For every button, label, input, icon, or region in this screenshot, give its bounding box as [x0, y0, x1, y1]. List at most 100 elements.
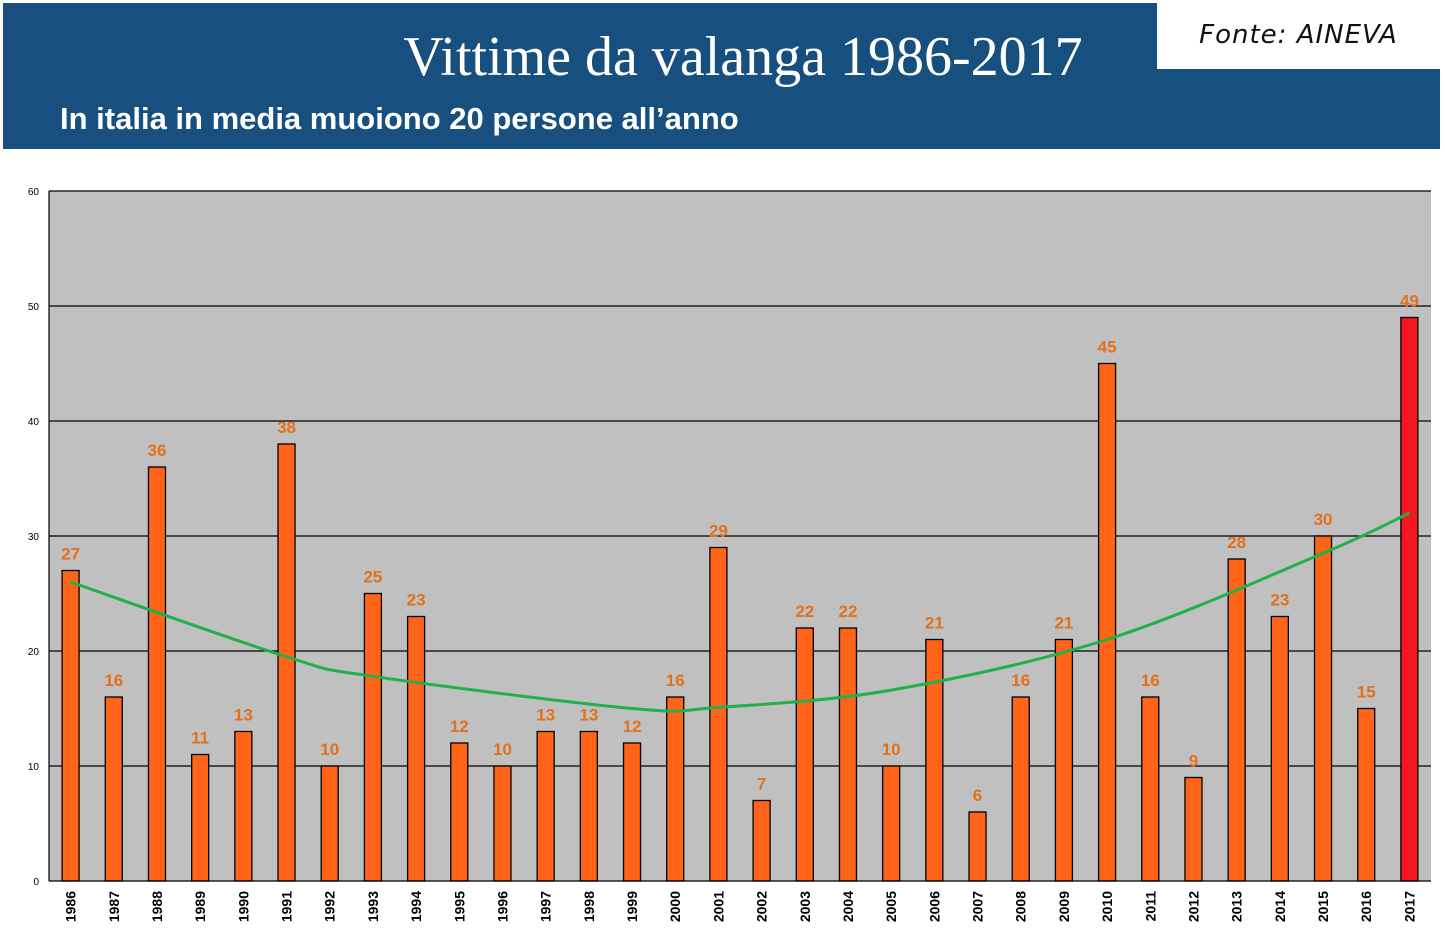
data-label-1991: 38	[277, 418, 296, 437]
y-tick-label: 10	[28, 762, 40, 773]
data-label-2000: 16	[666, 671, 685, 690]
data-label-2011: 16	[1141, 671, 1160, 690]
bar-2001	[709, 546, 728, 882]
bar-2010	[1097, 362, 1117, 882]
bar-1998	[579, 730, 598, 882]
data-label-2009: 21	[1054, 614, 1073, 633]
data-label-1997: 13	[536, 706, 555, 725]
bar-2014	[1270, 615, 1289, 882]
x-tick-label-2004: 2004	[840, 891, 856, 922]
data-label-1992: 10	[320, 740, 339, 759]
data-label-2008: 16	[1011, 671, 1030, 690]
bar-1995	[450, 742, 469, 882]
x-tick-label-1986: 1986	[63, 891, 79, 922]
bar-2016	[1357, 707, 1376, 882]
x-tick-label-1997: 1997	[538, 891, 554, 922]
x-tick-label-2011: 2011	[1142, 891, 1158, 922]
x-tick-label-1987: 1987	[106, 891, 122, 922]
bar-2009	[1054, 638, 1074, 882]
bar-2006	[925, 638, 944, 882]
x-tick-label-1992: 1992	[322, 891, 338, 922]
bar-2013	[1227, 558, 1246, 882]
slide-title: Vittime da valanga 1986-2017	[403, 26, 1083, 88]
x-tick-label-2008: 2008	[1013, 891, 1029, 922]
x-tick-label-1988: 1988	[149, 891, 165, 922]
x-tick-label-2012: 2012	[1185, 891, 1201, 922]
data-label-2003: 22	[795, 602, 814, 621]
y-tick-label: 60	[28, 187, 40, 198]
data-label-1988: 36	[148, 441, 167, 460]
x-tick-label-1996: 1996	[494, 891, 510, 922]
x-tick-label-2015: 2015	[1315, 891, 1331, 922]
x-tick-label-1991: 1991	[279, 891, 295, 922]
x-tick-label-1990: 1990	[235, 891, 251, 922]
data-label-2016: 15	[1357, 683, 1376, 702]
data-label-1989: 11	[191, 729, 209, 748]
data-label-1993: 25	[363, 568, 382, 587]
bar-2003	[795, 627, 814, 882]
data-label-2006: 21	[925, 614, 944, 633]
x-tick-label-2003: 2003	[797, 891, 813, 922]
data-label-1996: 10	[493, 740, 512, 759]
bar-2011	[1141, 696, 1160, 882]
bar-2000	[666, 696, 685, 882]
x-tick-label-2001: 2001	[710, 891, 726, 922]
y-tick-label: 50	[28, 302, 40, 313]
bar-1999	[622, 742, 642, 882]
x-tick-label-2009: 2009	[1056, 891, 1072, 922]
bar-1988	[147, 466, 167, 882]
data-label-1990: 13	[234, 706, 253, 725]
data-label-1995: 12	[450, 717, 469, 736]
data-label-2004: 22	[839, 602, 858, 621]
bar-2017	[1400, 316, 1419, 882]
data-label-2002: 7	[757, 775, 766, 794]
slide-subtitle: In italia in media muoiono 20 persone al…	[60, 101, 739, 136]
data-label-2014: 23	[1270, 591, 1289, 610]
bar-1989	[191, 753, 210, 882]
bar-2002	[752, 799, 771, 882]
x-tick-label-2000: 2000	[667, 891, 683, 922]
data-label-1999: 12	[623, 717, 642, 736]
x-tick-label-1998: 1998	[581, 891, 597, 922]
bar-2005	[882, 765, 901, 882]
bar-2012	[1184, 776, 1203, 882]
source-box: Fonte: AINEVA	[1157, 3, 1440, 69]
source-label: Fonte: AINEVA	[1199, 20, 1398, 50]
data-label-1998: 13	[579, 706, 598, 725]
bar-1991	[277, 443, 296, 882]
x-tick-label-2014: 2014	[1272, 891, 1288, 922]
data-label-2013: 28	[1227, 533, 1246, 552]
bar-1994	[406, 615, 426, 882]
y-tick-label: 40	[28, 417, 40, 428]
x-tick-label-2002: 2002	[754, 891, 770, 922]
bar-2008	[1011, 696, 1030, 882]
x-tick-label-2016: 2016	[1358, 891, 1374, 922]
bar-2004	[838, 627, 858, 882]
data-label-1994: 23	[407, 591, 426, 610]
bar-1992	[320, 765, 339, 882]
x-tick-label-1989: 1989	[192, 891, 208, 922]
bar-1997	[536, 730, 555, 882]
x-tick-label-1994: 1994	[408, 891, 424, 922]
data-label-2010: 45	[1098, 338, 1117, 357]
x-tick-label-2010: 2010	[1099, 891, 1115, 922]
x-tick-label-2013: 2013	[1229, 891, 1245, 922]
y-tick-label: 20	[28, 647, 40, 658]
bar-2007	[968, 811, 987, 882]
x-tick-label-1995: 1995	[451, 891, 467, 922]
data-label-1986: 27	[61, 545, 80, 564]
data-label-2017: 49	[1400, 292, 1419, 311]
data-label-2005: 10	[882, 740, 901, 759]
bar-1996	[493, 765, 512, 882]
data-label-2001: 29	[709, 522, 728, 541]
y-tick-label: 0	[33, 877, 39, 888]
x-tick-label-2007: 2007	[970, 891, 986, 922]
x-tick-label-2005: 2005	[883, 891, 899, 922]
bar-1990	[234, 730, 253, 882]
y-tick-label: 30	[28, 532, 40, 543]
x-tick-label-2017: 2017	[1401, 891, 1417, 922]
x-tick-label-1993: 1993	[365, 891, 381, 922]
x-tick-label-2006: 2006	[926, 891, 942, 922]
